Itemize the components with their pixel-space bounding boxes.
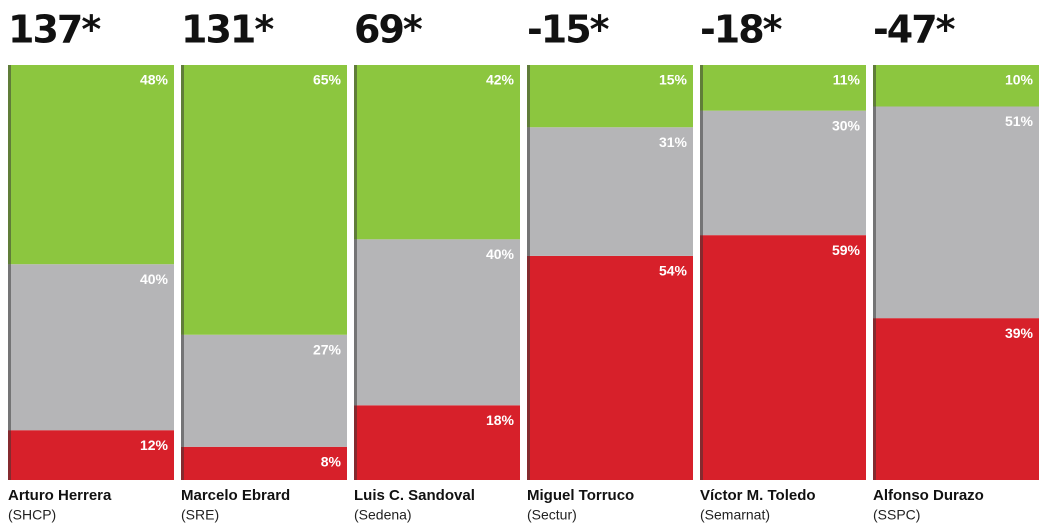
bar-segment bbox=[873, 65, 1039, 107]
value-label: 48% bbox=[140, 72, 169, 88]
value-label: 30% bbox=[832, 117, 861, 133]
person-name: Alfonso Durazo bbox=[873, 487, 984, 504]
value-label: 31% bbox=[659, 134, 688, 150]
value-label: 51% bbox=[1005, 113, 1034, 129]
agency: (SRE) bbox=[181, 507, 219, 523]
agency: (SSPC) bbox=[873, 507, 920, 523]
agency: (Sedena) bbox=[354, 507, 412, 523]
score: 69* bbox=[354, 8, 423, 52]
bar-segment bbox=[873, 318, 1039, 480]
agency: (Sectur) bbox=[527, 507, 577, 523]
bar-segment bbox=[527, 255, 693, 480]
person-name: Miguel Torruco bbox=[527, 487, 634, 504]
bar-segment bbox=[527, 127, 693, 256]
value-label: 18% bbox=[486, 412, 515, 428]
score: -15* bbox=[527, 8, 610, 52]
bar-segment bbox=[354, 65, 520, 240]
bar-segment bbox=[700, 110, 866, 236]
value-label: 65% bbox=[313, 72, 342, 88]
value-label: 15% bbox=[659, 72, 688, 88]
value-label: 42% bbox=[486, 72, 515, 88]
score: -18* bbox=[700, 8, 783, 52]
agency: (SHCP) bbox=[8, 507, 56, 523]
bar-segment bbox=[181, 334, 347, 447]
bar-edge bbox=[354, 65, 357, 480]
bar-segment bbox=[700, 235, 866, 480]
value-label: 40% bbox=[140, 271, 169, 287]
score: 137* bbox=[8, 8, 101, 52]
bar-segment bbox=[181, 446, 347, 480]
bar-edge bbox=[181, 65, 184, 480]
bar-segment bbox=[873, 106, 1039, 319]
bar-segment bbox=[181, 65, 347, 335]
value-label: 40% bbox=[486, 246, 515, 262]
person-name: Arturo Herrera bbox=[8, 487, 112, 504]
bar-segment bbox=[8, 430, 174, 480]
score: 131* bbox=[181, 8, 274, 52]
person-name: Víctor M. Toledo bbox=[700, 487, 816, 504]
agency: (Semarnat) bbox=[700, 507, 770, 523]
value-label: 27% bbox=[313, 341, 342, 357]
bar-edge bbox=[873, 65, 876, 480]
value-label: 59% bbox=[832, 242, 861, 258]
bar-segment bbox=[8, 65, 174, 265]
person-name: Marcelo Ebrard bbox=[181, 487, 290, 504]
bar-segment bbox=[354, 405, 520, 480]
value-label: 39% bbox=[1005, 325, 1034, 341]
bar-edge bbox=[527, 65, 530, 480]
bar-segment bbox=[527, 65, 693, 128]
value-label: 54% bbox=[659, 263, 688, 279]
bar-edge bbox=[8, 65, 11, 480]
score: -47* bbox=[873, 8, 956, 52]
bar-segment bbox=[354, 239, 520, 406]
bar-edge bbox=[700, 65, 703, 480]
value-label: 10% bbox=[1005, 72, 1034, 88]
value-label: 11% bbox=[833, 72, 861, 88]
value-label: 8% bbox=[321, 454, 342, 470]
person-name: Luis C. Sandoval bbox=[354, 487, 475, 504]
value-label: 12% bbox=[140, 437, 169, 453]
bar-segment bbox=[8, 264, 174, 431]
bar-segment bbox=[700, 65, 866, 111]
